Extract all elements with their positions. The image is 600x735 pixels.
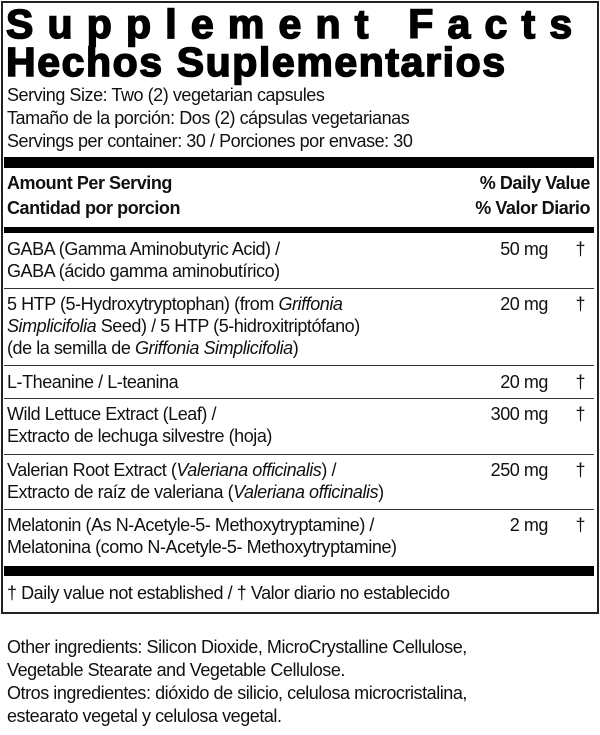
- daily-value-dagger: †: [575, 515, 585, 535]
- ingredient-name-es: Melatonina (como N-Acetyle-5- Methoxytry…: [7, 537, 397, 557]
- ingredient-name-es: Extracto de raíz de valeriana (Valeriana…: [7, 482, 384, 502]
- ingredient-name-es: (de la semilla de Griffonia Simplicifoli…: [7, 338, 299, 358]
- other-ingredients-es: Otros ingredientes: dióxido de silicio, …: [7, 683, 467, 703]
- other-ingredients: Other ingredients: Silicon Dioxide, Micr…: [7, 637, 467, 657]
- ingredient-amount: 20 mg: [500, 294, 548, 314]
- footnote: † Daily value not established / † Valor …: [7, 583, 450, 603]
- daily-value-dagger: †: [575, 372, 585, 392]
- daily-value-dagger: †: [575, 460, 585, 480]
- amount-per-serving-header: Amount Per Serving: [7, 173, 172, 193]
- ingredient-name: L-Theanine / L-teanina: [7, 372, 179, 392]
- serving-size: Serving Size: Two (2) vegetarian capsule…: [7, 85, 325, 105]
- other-ingredients-es-cont: estearato vegetal y celulosa vegetal.: [7, 706, 282, 726]
- title-spanish: Hechos Suplementarios: [5, 39, 507, 85]
- supplement-facts-panel: [1, 1, 599, 614]
- ingredient-name-cont: Simplicifolia Seed) / 5 HTP (5-hidroxitr…: [7, 316, 360, 336]
- ingredient-name: Wild Lettuce Extract (Leaf) /: [7, 404, 217, 424]
- ingredient-amount: 250 mg: [490, 460, 549, 480]
- ingredient-amount: 2 mg: [509, 515, 549, 535]
- ingredient-name: 5 HTP (5-Hydroxytryptophan) (from Griffo…: [7, 294, 343, 314]
- servings-per-container: Servings per container: 30 / Porciones p…: [7, 131, 413, 151]
- daily-value-dagger: †: [575, 404, 585, 424]
- daily-value-dagger: †: [575, 239, 585, 259]
- amount-per-serving-header-es: Cantidad por porcion: [7, 198, 180, 218]
- divider-medium: [4, 227, 594, 233]
- title-english: Supplement Facts: [5, 1, 587, 47]
- serving-size-es: Tamaño de la porción: Dos (2) cápsulas v…: [7, 108, 410, 128]
- row-divider: [4, 365, 594, 366]
- daily-value-dagger: †: [575, 294, 585, 314]
- ingredient-amount: 50 mg: [500, 239, 548, 259]
- other-ingredients-cont: Vegetable Stearate and Vegetable Cellulo…: [7, 660, 345, 680]
- row-divider: [4, 288, 594, 289]
- row-divider: [4, 398, 594, 399]
- daily-value-header: % Daily Value: [479, 173, 591, 193]
- ingredient-name: Valerian Root Extract (Valeriana officin…: [7, 460, 337, 480]
- row-divider: [4, 509, 594, 510]
- ingredient-name-es: GABA (ácido gamma aminobutírico): [7, 261, 280, 281]
- divider-thick: [4, 157, 594, 168]
- row-divider: [4, 454, 594, 455]
- ingredient-name-es: Extracto de lechuga silvestre (hoja): [7, 426, 272, 446]
- daily-value-header-es: % Valor Diario: [475, 198, 590, 218]
- divider-thick: [4, 566, 594, 576]
- ingredient-amount: 20 mg: [500, 372, 548, 392]
- ingredient-name: GABA (Gamma Aminobutyric Acid) /: [7, 239, 280, 259]
- ingredient-amount: 300 mg: [490, 404, 549, 424]
- ingredient-name: Melatonin (As N-Acetyle-5- Methoxytrypta…: [7, 515, 374, 535]
